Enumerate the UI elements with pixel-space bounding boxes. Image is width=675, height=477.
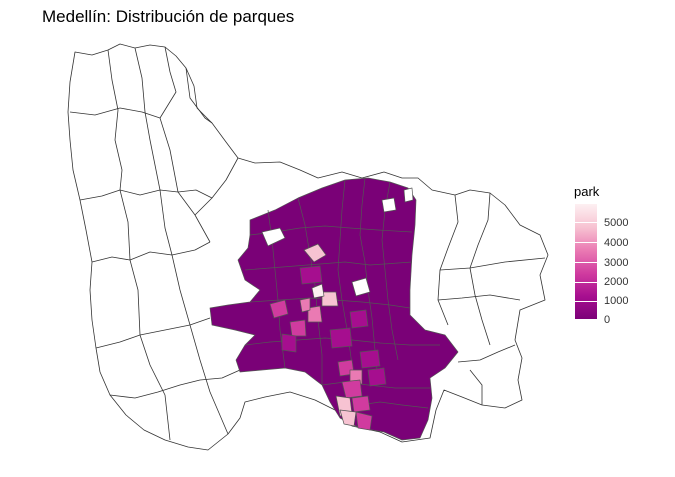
area-high-park — [307, 305, 323, 323]
legend-tick — [575, 222, 597, 223]
rural-boundary — [69, 107, 161, 119]
legend: park 5000 4000 3000 2000 1000 0 — [574, 184, 664, 334]
area-mid-park — [299, 265, 323, 285]
area-high-park — [303, 243, 327, 263]
rural-boundary — [185, 67, 213, 124]
legend-title: park — [574, 184, 600, 199]
area-high-park — [339, 409, 357, 427]
area-mid-park — [329, 327, 353, 349]
legend-tick — [575, 282, 597, 283]
legend-tick — [575, 319, 597, 320]
legend-label: 0 — [604, 314, 611, 326]
area-mid-park — [355, 411, 373, 431]
comuna-boundary — [297, 197, 323, 385]
rural-boundary — [439, 257, 546, 271]
hole-white — [403, 187, 414, 203]
area-mid-park — [289, 319, 307, 337]
comuna-boundary — [359, 401, 429, 409]
legend-label: 1000 — [604, 295, 629, 307]
area-mid-park — [351, 395, 371, 413]
rural-boundary — [437, 294, 521, 301]
legend-label: 4000 — [604, 237, 629, 249]
hole-white — [261, 227, 286, 247]
hole-white — [381, 197, 397, 213]
area-mid-park — [359, 349, 381, 369]
hole-white — [351, 277, 371, 297]
area-high-park — [321, 291, 339, 307]
rural-boundary — [107, 49, 171, 441]
area-mid-park — [349, 309, 369, 329]
legend-label: 5000 — [604, 217, 629, 229]
legend-label: 3000 — [604, 257, 629, 269]
rural-boundary — [95, 317, 211, 349]
legend-tick — [575, 301, 597, 302]
area-mid-park — [269, 299, 289, 319]
comuna-boundary — [359, 177, 379, 381]
rural-boundary — [91, 241, 211, 263]
map-title: Medellín: Distribución de parques — [42, 7, 295, 26]
rural-boundary — [159, 46, 211, 243]
legend-tick — [575, 242, 597, 243]
comuna-boundary — [244, 261, 413, 271]
area-mid-park — [367, 367, 387, 387]
rural-boundary — [194, 157, 239, 216]
legend-tick — [575, 262, 597, 263]
area-high-park — [299, 297, 311, 313]
urban-area — [209, 177, 459, 441]
legend-label: 2000 — [604, 276, 629, 288]
area-mid-park — [281, 333, 297, 353]
rural-boundary — [109, 369, 241, 399]
rural-boundary — [457, 344, 516, 363]
area-high-park — [311, 283, 325, 299]
comuna-boundary — [321, 381, 430, 389]
area-mid-park — [341, 379, 363, 399]
rural-boundary — [177, 189, 213, 199]
rural-boundary — [469, 369, 483, 405]
rural-boundary — [437, 194, 459, 326]
rural-boundary — [134, 47, 229, 435]
rural-boundary — [79, 189, 179, 201]
